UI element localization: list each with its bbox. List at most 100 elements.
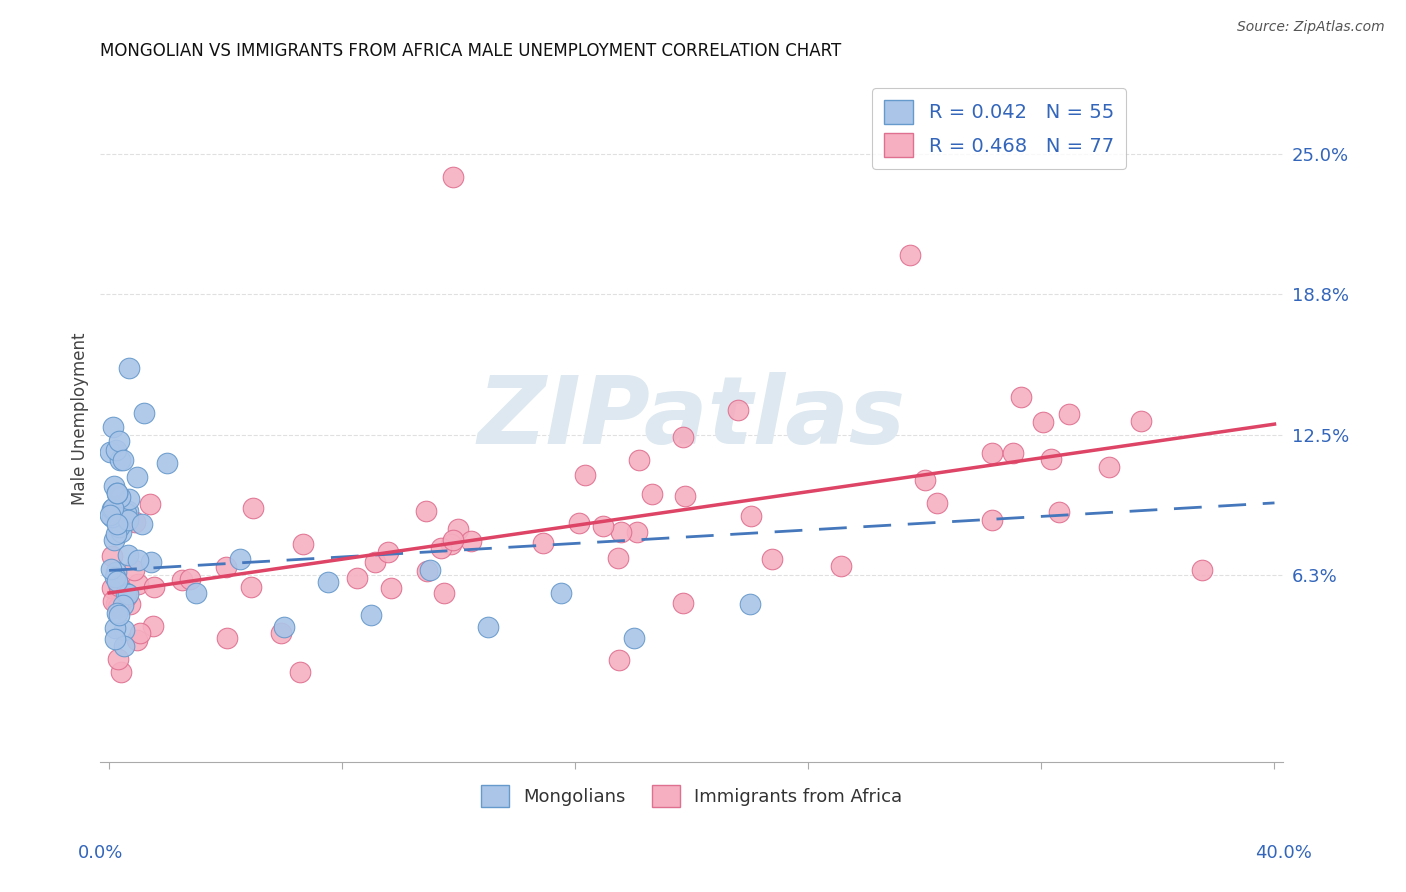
- Point: [673, 489, 696, 503]
- Point: [110, 665, 132, 679]
- Point: [108, 434, 131, 448]
- Point: [101, 501, 124, 516]
- Point: [104, 632, 127, 647]
- Point: [898, 248, 921, 262]
- Point: [242, 500, 264, 515]
- Point: [761, 552, 783, 566]
- Point: [110, 525, 132, 540]
- Point: [139, 555, 162, 569]
- Point: [111, 599, 134, 613]
- Point: [316, 574, 339, 589]
- Point: [606, 551, 628, 566]
- Legend: Mongolians, Immigrants from Africa: Mongolians, Immigrants from Africa: [474, 778, 910, 814]
- Point: [103, 533, 125, 548]
- Point: [118, 597, 141, 611]
- Point: [107, 651, 129, 665]
- Point: [107, 519, 129, 533]
- Point: [98, 445, 121, 459]
- Point: [117, 491, 139, 506]
- Point: [105, 607, 128, 621]
- Point: [108, 599, 131, 614]
- Point: [240, 580, 263, 594]
- Point: [360, 608, 382, 623]
- Text: MONGOLIAN VS IMMIGRANTS FROM AFRICA MALE UNEMPLOYMENT CORRELATION CHART: MONGOLIAN VS IMMIGRANTS FROM AFRICA MALE…: [100, 42, 842, 60]
- Point: [132, 406, 155, 420]
- Point: [415, 504, 437, 518]
- Point: [288, 665, 311, 679]
- Point: [103, 594, 125, 608]
- Point: [377, 545, 399, 559]
- Point: [1047, 505, 1070, 519]
- Point: [364, 555, 387, 569]
- Point: [440, 537, 463, 551]
- Point: [127, 552, 149, 566]
- Point: [105, 527, 128, 541]
- Point: [550, 586, 572, 600]
- Point: [104, 597, 127, 611]
- Point: [115, 591, 138, 605]
- Point: [108, 580, 131, 594]
- Point: [117, 587, 139, 601]
- Point: [124, 515, 146, 529]
- Point: [128, 626, 150, 640]
- Point: [107, 489, 129, 503]
- Text: Source: ZipAtlas.com: Source: ZipAtlas.com: [1237, 20, 1385, 34]
- Point: [380, 582, 402, 596]
- Point: [430, 541, 453, 555]
- Point: [1001, 445, 1024, 459]
- Point: [108, 607, 131, 622]
- Point: [740, 509, 762, 524]
- Point: [419, 563, 441, 577]
- Point: [641, 487, 664, 501]
- Point: [105, 565, 128, 579]
- Point: [592, 519, 614, 533]
- Point: [143, 580, 166, 594]
- Point: [105, 486, 128, 500]
- Point: [172, 574, 194, 588]
- Point: [112, 452, 135, 467]
- Point: [103, 570, 125, 584]
- Point: [125, 470, 148, 484]
- Point: [1032, 415, 1054, 429]
- Point: [1130, 414, 1153, 428]
- Point: [108, 491, 131, 505]
- Point: [112, 624, 135, 638]
- Point: [108, 508, 131, 522]
- Point: [131, 517, 153, 532]
- Point: [112, 639, 135, 653]
- Point: [100, 508, 122, 523]
- Text: ZIPatlas: ZIPatlas: [478, 373, 905, 465]
- Point: [830, 559, 852, 574]
- Point: [101, 581, 124, 595]
- Point: [217, 631, 239, 645]
- Point: [914, 473, 936, 487]
- Point: [107, 579, 129, 593]
- Point: [104, 442, 127, 457]
- Point: [270, 625, 292, 640]
- Point: [925, 496, 948, 510]
- Point: [460, 533, 482, 548]
- Point: [101, 420, 124, 434]
- Point: [346, 570, 368, 584]
- Point: [117, 513, 139, 527]
- Point: [441, 533, 464, 548]
- Point: [531, 535, 554, 549]
- Point: [101, 501, 124, 516]
- Point: [980, 513, 1002, 527]
- Point: [118, 360, 141, 375]
- Point: [117, 504, 139, 518]
- Point: [115, 586, 138, 600]
- Point: [115, 507, 138, 521]
- Point: [1097, 460, 1119, 475]
- Point: [101, 549, 124, 563]
- Point: [229, 552, 252, 566]
- Point: [607, 653, 630, 667]
- Point: [623, 631, 645, 645]
- Point: [980, 445, 1002, 459]
- Point: [105, 516, 128, 531]
- Point: [291, 537, 314, 551]
- Point: [1040, 452, 1063, 467]
- Point: [101, 505, 124, 519]
- Point: [273, 620, 295, 634]
- Point: [127, 577, 149, 591]
